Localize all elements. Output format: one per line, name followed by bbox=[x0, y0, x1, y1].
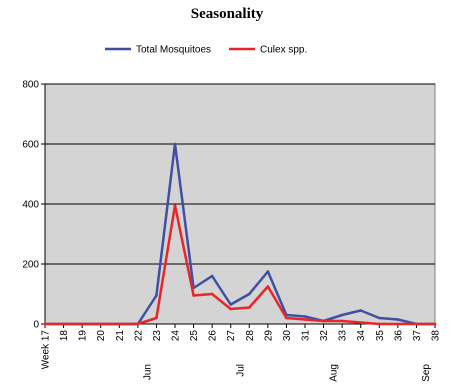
x-tick-label: 34 bbox=[356, 330, 367, 342]
data-point bbox=[415, 322, 418, 326]
data-point bbox=[155, 316, 158, 320]
data-point bbox=[303, 315, 307, 318]
series-group bbox=[43, 142, 437, 326]
month-label: Jun bbox=[143, 364, 154, 380]
data-point bbox=[303, 318, 307, 321]
data-point bbox=[340, 319, 344, 323]
data-point bbox=[43, 322, 47, 326]
y-tick-label: 0 bbox=[33, 320, 39, 331]
x-tick-label: 36 bbox=[393, 330, 404, 342]
data-point bbox=[340, 313, 344, 317]
x-tick-label: 25 bbox=[189, 330, 200, 342]
x-tick-label: 37 bbox=[412, 330, 423, 342]
legend-label: Total Mosquitoes bbox=[136, 45, 211, 56]
y-tick-label: 400 bbox=[22, 200, 39, 211]
data-point bbox=[247, 306, 251, 309]
data-point bbox=[173, 204, 177, 207]
data-point bbox=[396, 322, 400, 326]
data-point bbox=[155, 294, 158, 297]
x-tick-label: 30 bbox=[282, 330, 293, 342]
x-tick-label: 19 bbox=[78, 330, 89, 342]
x-tick-label: Week 17 bbox=[41, 330, 52, 370]
x-tick-label: 38 bbox=[431, 330, 442, 342]
x-tick-label: 32 bbox=[319, 330, 330, 342]
series-line bbox=[45, 204, 435, 326]
data-point bbox=[192, 294, 195, 297]
data-point bbox=[396, 318, 400, 321]
data-point bbox=[99, 322, 103, 326]
data-point bbox=[359, 321, 363, 324]
x-tick-label: 29 bbox=[263, 330, 274, 342]
x-tick-label: 28 bbox=[245, 330, 256, 342]
month-label: Jul bbox=[236, 364, 247, 377]
chart-title: Seasonality bbox=[190, 6, 264, 22]
y-tick-label: 600 bbox=[22, 140, 39, 151]
plot-area bbox=[44, 83, 436, 325]
x-tick-label: 27 bbox=[226, 330, 237, 342]
x-tick-label: 21 bbox=[115, 330, 126, 342]
x-tick-label: 24 bbox=[171, 330, 182, 342]
data-point bbox=[266, 285, 270, 288]
x-tick-label: 31 bbox=[301, 330, 312, 342]
data-point bbox=[359, 309, 363, 312]
x-tick-label: 18 bbox=[59, 330, 70, 342]
legend: Total Mosquitoes Culex spp. bbox=[105, 45, 307, 56]
data-point bbox=[210, 274, 214, 278]
data-point bbox=[285, 316, 288, 320]
data-point bbox=[433, 322, 437, 326]
x-tick-label: 35 bbox=[375, 330, 386, 342]
data-point bbox=[210, 292, 214, 296]
x-axis: Week 17 18 19 20 21 22 23 24 25 26 27 28 29 30 31 32 33 3… bbox=[41, 323, 442, 382]
data-point bbox=[117, 322, 121, 326]
legend-label: Culex spp. bbox=[260, 45, 307, 56]
data-point bbox=[247, 292, 251, 296]
data-point bbox=[80, 322, 84, 326]
data-point bbox=[229, 303, 233, 306]
x-tick-label: 33 bbox=[338, 330, 349, 342]
data-point bbox=[377, 316, 381, 320]
x-tick-label: 23 bbox=[152, 330, 163, 342]
data-point bbox=[266, 270, 270, 273]
month-label: Sep bbox=[421, 364, 432, 382]
data-point bbox=[62, 322, 65, 326]
data-point bbox=[136, 322, 140, 326]
x-tick-label: 20 bbox=[96, 330, 107, 342]
data-point bbox=[322, 319, 325, 323]
data-point bbox=[377, 322, 381, 326]
x-tick-label: 26 bbox=[208, 330, 219, 342]
data-point bbox=[229, 307, 233, 311]
y-axis: 0 200 400 600 800 bbox=[22, 80, 46, 331]
month-label: Aug bbox=[328, 364, 339, 382]
y-tick-label: 800 bbox=[22, 80, 39, 91]
data-point bbox=[173, 142, 177, 146]
y-tick-label: 200 bbox=[22, 260, 39, 271]
x-tick-label: 22 bbox=[133, 330, 144, 342]
